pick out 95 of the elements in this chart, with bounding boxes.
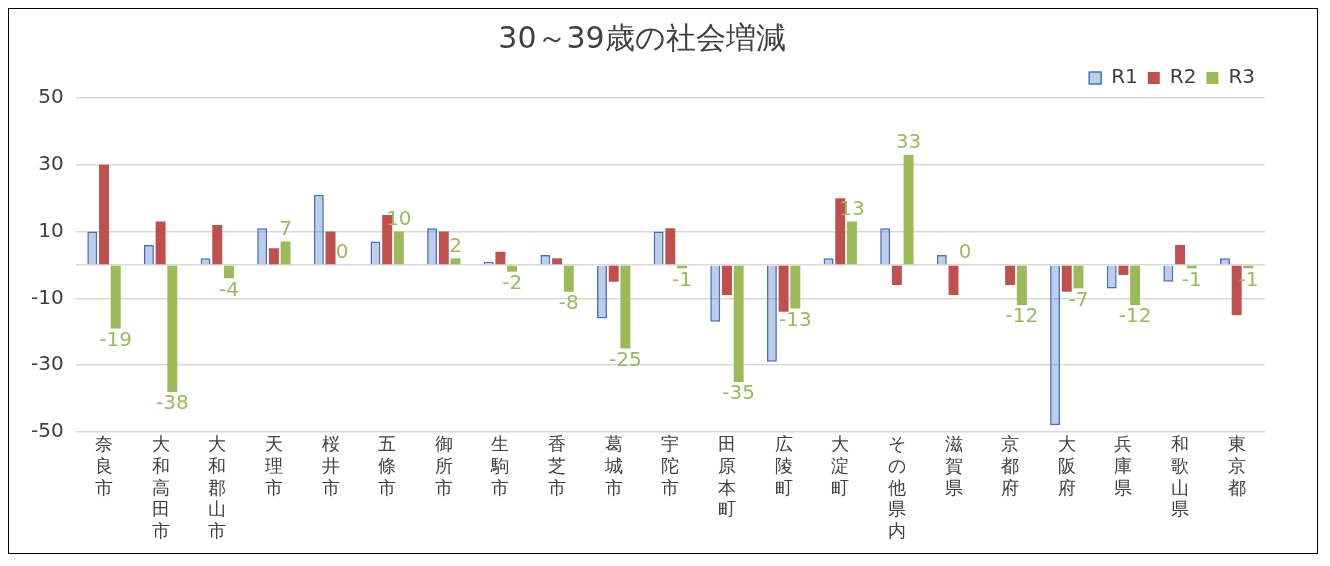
bar: [1016, 265, 1027, 306]
data-label: 2: [449, 232, 462, 257]
bar: [733, 265, 744, 382]
x-tick-label: 葛城市: [603, 433, 623, 498]
chart-title: 30～39歳の社会増減: [498, 19, 786, 55]
x-tick-label: 天理市: [264, 433, 283, 498]
y-tick-label: -50: [30, 418, 64, 443]
legend-label: R3: [1228, 64, 1255, 89]
bar: [721, 265, 732, 296]
x-tick-label: 広陵町: [774, 433, 793, 498]
x-tick-label: 御所市: [434, 433, 453, 498]
data-label: -13: [778, 306, 812, 331]
bar: [99, 164, 109, 265]
bar: [823, 258, 834, 265]
bar: [790, 265, 801, 309]
x-tick-label: 滋賀県: [944, 433, 963, 498]
data-label: -12: [1005, 303, 1039, 328]
data-label: 10: [386, 205, 412, 230]
bar: [710, 265, 721, 322]
bar: [450, 258, 461, 265]
bar: [507, 265, 518, 272]
bar: [110, 265, 121, 329]
bar: [167, 265, 178, 392]
x-tick-label: 大和高田市: [151, 433, 170, 541]
bar: [280, 241, 291, 265]
bar: [143, 244, 154, 265]
data-label: -1: [672, 266, 693, 291]
bar: [212, 224, 223, 265]
bar: [1106, 265, 1117, 289]
bar: [552, 258, 563, 265]
x-tick-label: 大淀町: [831, 433, 850, 498]
x-tick-label: 兵庫県: [1114, 433, 1133, 498]
bar: [1130, 265, 1141, 306]
x-tick-label: 京都府: [1001, 433, 1020, 498]
bar: [620, 265, 631, 349]
data-label: -12: [1118, 303, 1152, 328]
bar: [223, 265, 234, 279]
bar: [87, 231, 98, 265]
data-label: 7: [279, 215, 292, 240]
y-tick-label: 50: [38, 84, 64, 109]
data-label: -19: [99, 326, 133, 351]
x-tick-label: 田原本町: [717, 433, 736, 520]
legend-label: R1: [1111, 64, 1138, 89]
bar: [1118, 265, 1129, 276]
x-tick-label: 奈良市: [94, 433, 113, 498]
bar: [880, 228, 891, 265]
x-tick-label: 大和郡山市: [208, 433, 227, 541]
data-label: -4: [218, 276, 239, 301]
bar: [495, 251, 506, 265]
bar: [1050, 265, 1061, 426]
data-label: 0: [335, 239, 349, 264]
legend-label: R2: [1169, 64, 1197, 89]
x-tick-label: 五條市: [378, 433, 397, 498]
x-tick-label: 和歌山県: [1171, 433, 1190, 520]
bar: [155, 221, 166, 265]
data-label: -25: [609, 346, 642, 371]
data-label: -1: [1181, 266, 1202, 291]
bar: [891, 265, 902, 286]
bar: [257, 228, 268, 265]
data-label: -8: [558, 289, 579, 314]
bar: [563, 265, 574, 292]
bar: [1175, 244, 1186, 265]
x-tick-label: 宇陀市: [661, 433, 680, 498]
y-tick-label: 30: [38, 151, 64, 175]
x-tick-label: 桜井市: [321, 433, 340, 498]
bar: [200, 258, 211, 265]
y-tick-label: -10: [30, 284, 64, 309]
bar: [608, 265, 619, 282]
x-tick-label: 香芝市: [548, 433, 567, 498]
y-tick-label: -30: [30, 351, 64, 376]
data-label: -2: [502, 269, 523, 294]
bar: [665, 228, 676, 265]
bar: [393, 231, 404, 265]
y-tick-label: 10: [38, 217, 64, 242]
bar: [1061, 265, 1072, 292]
x-tick-label: その他県内: [887, 433, 906, 541]
data-label: -35: [722, 380, 756, 405]
data-label: -7: [1068, 286, 1089, 311]
x-tick-label: 大阪府: [1057, 433, 1076, 498]
bar: [903, 154, 914, 265]
bar: [778, 265, 789, 312]
data-label: 33: [895, 128, 922, 153]
bar: [427, 228, 438, 265]
bar: [438, 231, 449, 265]
bar: [766, 265, 777, 362]
x-tick-label: 東京都: [1227, 433, 1246, 498]
bar: [370, 241, 381, 265]
x-tick-label: 生駒市: [490, 433, 510, 498]
bar: [653, 231, 664, 265]
bar: [268, 248, 279, 265]
bar: [313, 194, 324, 265]
bar: [1005, 265, 1016, 286]
data-label: 0: [958, 239, 972, 264]
data-label: -38: [155, 390, 189, 415]
bar: [846, 221, 857, 265]
